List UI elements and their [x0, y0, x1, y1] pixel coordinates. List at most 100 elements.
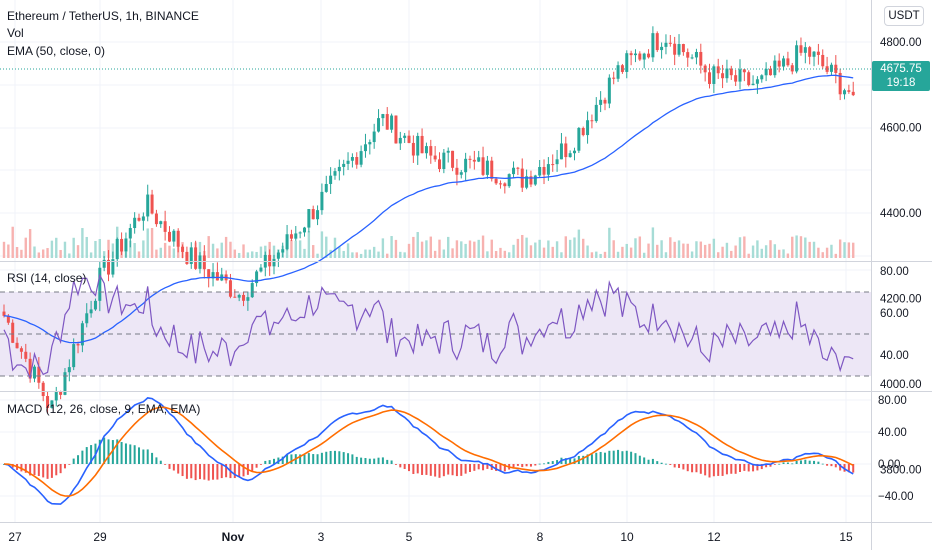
- volume-bar: [799, 236, 803, 258]
- macd-histogram-bar: [839, 464, 842, 471]
- macd-histogram-bar: [129, 444, 132, 464]
- volume-bar: [808, 241, 811, 258]
- volume-bar: [852, 242, 855, 258]
- macd-histogram-bar: [164, 464, 167, 465]
- candle-body: [390, 115, 394, 130]
- macd-histogram-bar: [451, 464, 454, 476]
- candle-body: [542, 166, 546, 175]
- candle-body: [664, 42, 668, 47]
- macd-histogram-bar: [617, 449, 620, 464]
- macd-histogram-bar: [747, 464, 750, 472]
- candle-body: [738, 69, 742, 82]
- volume-bar: [730, 250, 733, 258]
- macd-histogram-bar: [421, 464, 424, 475]
- candle-body: [411, 142, 415, 156]
- volume-bar: [460, 241, 463, 258]
- volume-bar: [677, 240, 681, 258]
- candle-body: [803, 47, 807, 53]
- candle-body: [538, 166, 542, 176]
- macd-histogram-bar: [268, 460, 271, 464]
- macd-histogram-bar: [551, 461, 554, 464]
- macd-histogram-bar: [146, 449, 149, 464]
- currency-button[interactable]: USDT: [884, 6, 924, 26]
- volume-bar: [333, 237, 337, 258]
- macd-histogram-bar: [403, 464, 406, 470]
- volume-bar: [290, 239, 293, 258]
- macd-histogram-bar: [408, 464, 411, 472]
- macd-histogram-bar: [760, 464, 763, 470]
- volume-bar: [325, 236, 328, 258]
- macd-legend: MACD (12, 26, close, 9, EMA, EMA): [7, 402, 200, 416]
- volume-bar: [63, 241, 67, 258]
- candle-body: [568, 153, 572, 158]
- volume-bar: [24, 237, 27, 258]
- volume-bar: [172, 248, 176, 258]
- candle-body: [581, 128, 585, 136]
- volume-bar: [782, 249, 785, 258]
- candle-body: [472, 159, 476, 162]
- volume-bar: [2, 241, 6, 258]
- volume-bar: [821, 252, 824, 258]
- macd-histogram-bar: [582, 455, 585, 464]
- macd-histogram-bar: [90, 445, 93, 464]
- macd-histogram-bar: [852, 464, 855, 473]
- macd-histogram-bar: [434, 464, 437, 477]
- macd-histogram-bar: [495, 464, 498, 471]
- macd-histogram-bar: [573, 458, 576, 464]
- volume-bar: [355, 252, 358, 258]
- macd-histogram-bar: [529, 464, 532, 467]
- macd-histogram-bar: [826, 464, 829, 466]
- volume-bar: [834, 253, 838, 258]
- candle-body: [316, 210, 320, 220]
- macd-histogram-bar: [599, 451, 602, 464]
- candle-body: [825, 66, 829, 72]
- volume-bar: [298, 240, 302, 258]
- candle-body: [337, 166, 341, 172]
- candle-body: [381, 114, 385, 119]
- rsi-tick-label: 60.00: [880, 308, 909, 320]
- macd-histogram-bar: [691, 464, 694, 473]
- candle-body: [638, 53, 642, 60]
- candle-body: [146, 194, 150, 217]
- candle-body: [498, 183, 502, 185]
- volume-bar: [76, 245, 80, 258]
- volume-bar: [695, 241, 698, 258]
- macd-histogram-bar: [255, 464, 258, 468]
- price-axis[interactable]: 4800.00 4600.00 4400.00 4200.00 4000.00 3800.…: [878, 37, 922, 503]
- volume-bar: [338, 246, 341, 258]
- volume-bar: [642, 252, 646, 258]
- volume-bar: [538, 239, 541, 258]
- candle-body: [607, 77, 611, 104]
- volume-bar: [255, 251, 258, 258]
- volume-bar: [272, 245, 276, 258]
- volume-bar: [28, 229, 32, 258]
- time-axis[interactable]: 27 29 Nov 3 5 8 10 12 15: [8, 530, 853, 544]
- volume-bar: [690, 251, 694, 258]
- last-price-value: 4675.75: [880, 63, 922, 75]
- macd-histogram-bar: [386, 459, 389, 464]
- candle-body: [433, 155, 437, 160]
- candle-body: [507, 174, 511, 187]
- macd-histogram-bar: [46, 464, 49, 479]
- volume-bar: [673, 241, 676, 258]
- macd-histogram-bar: [473, 464, 476, 471]
- volume-bar: [812, 241, 816, 258]
- volume-bar: [316, 253, 319, 258]
- macd-histogram-bar: [464, 464, 467, 474]
- candle-body: [690, 57, 694, 59]
- candle-body: [272, 258, 276, 267]
- volume-bar: [329, 249, 332, 258]
- volume-bar: [433, 250, 437, 258]
- candle-body: [50, 400, 54, 408]
- candle-body: [782, 58, 786, 67]
- candle-body: [716, 66, 720, 74]
- candle-body: [464, 158, 468, 173]
- volume-bar: [507, 252, 511, 258]
- candle-body: [647, 53, 651, 58]
- macd-histogram-bar: [543, 463, 546, 465]
- candlestick-series[interactable]: [2, 26, 855, 414]
- macd-histogram-bar: [460, 464, 463, 476]
- candle-body: [154, 213, 158, 225]
- candle-body: [372, 131, 376, 143]
